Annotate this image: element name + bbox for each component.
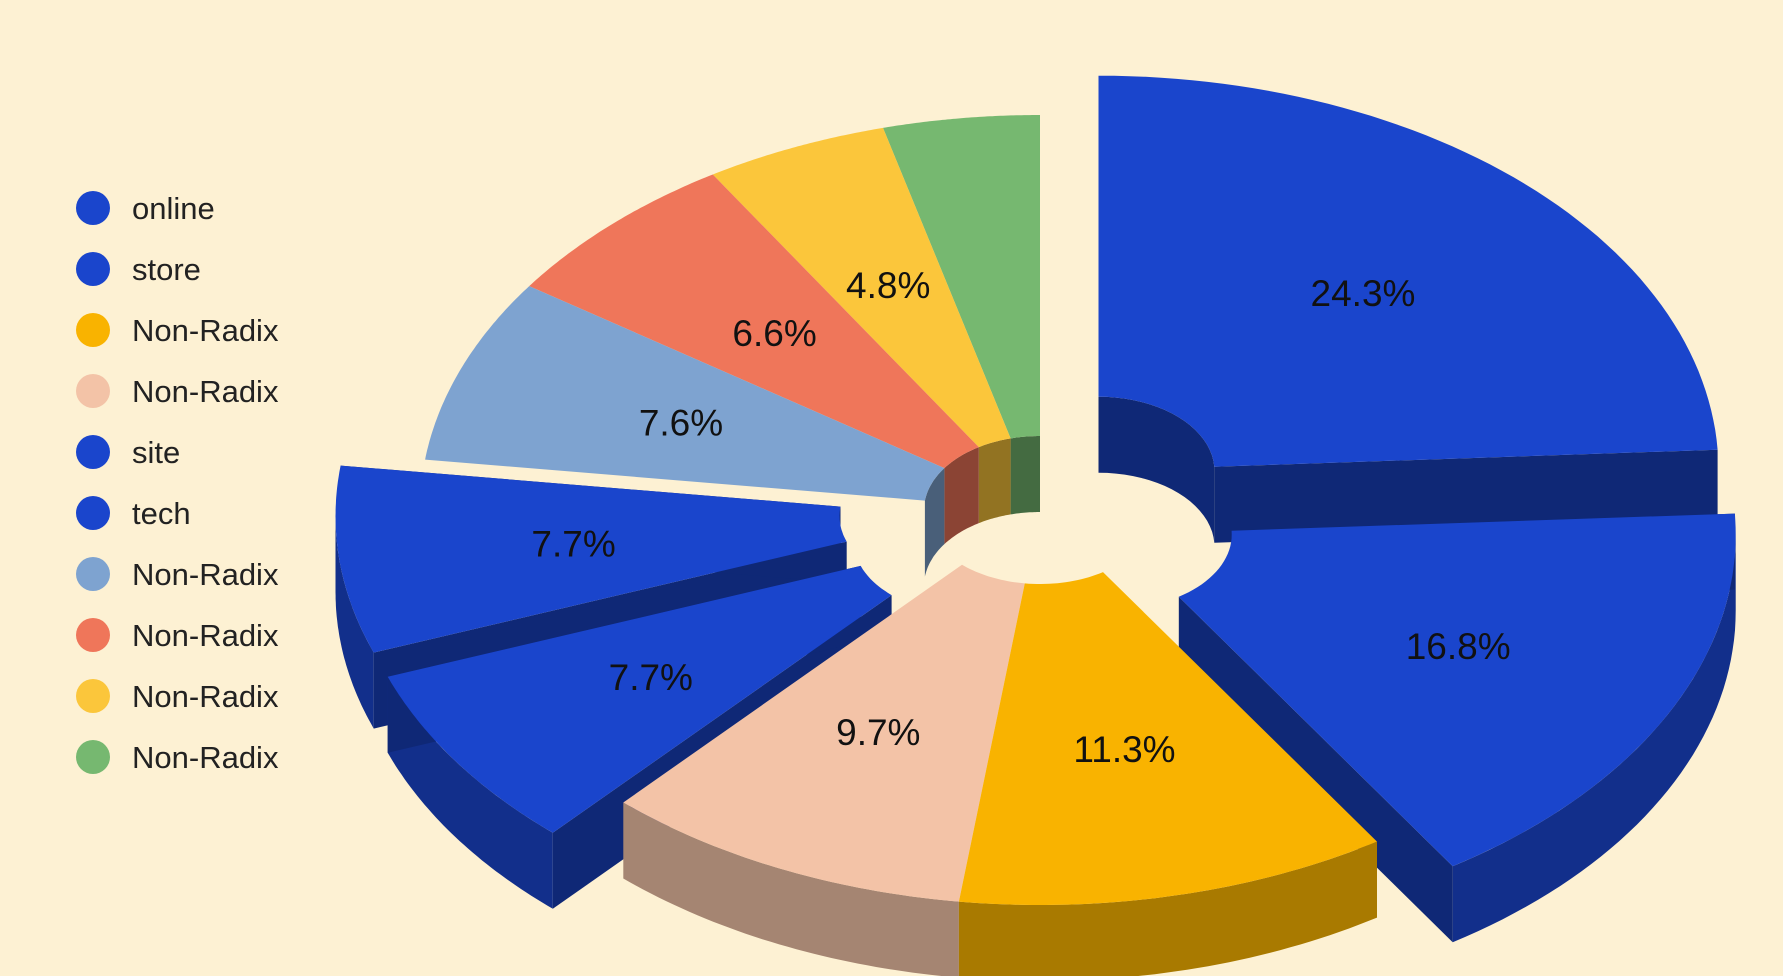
- legend-label: Non-Radix: [132, 679, 279, 714]
- pie-slice: [387, 565, 892, 833]
- legend-marker: [76, 618, 110, 652]
- legend-marker: [76, 191, 110, 225]
- legend-label: Non-Radix: [132, 618, 279, 653]
- pie-slice: [335, 465, 847, 653]
- slice-inner-wall: [944, 447, 979, 545]
- legend: online store Non-Radix Non-Radix site tech Non…: [76, 191, 279, 775]
- slice-outer-wall: [623, 802, 959, 976]
- slice-inner-wall: [1098, 396, 1215, 543]
- pie-slice: [712, 127, 1011, 448]
- legend-label: Non-Radix: [132, 557, 279, 592]
- slice-label: 4.8%: [846, 265, 930, 306]
- legend-marker: [76, 679, 110, 713]
- slice-labels: 24.3% 16.8% 11.3% 9.7% 7.7% 7.7% 7.6% 6.6% 4.8%: [531, 265, 1510, 770]
- legend-marker: [76, 435, 110, 469]
- pie-slice: [1178, 513, 1736, 867]
- legend-label: online: [132, 191, 215, 226]
- legend-label: store: [132, 252, 201, 287]
- legend-marker: [76, 740, 110, 774]
- slice-label: 7.7%: [531, 524, 615, 565]
- slice-label: 7.6%: [639, 403, 723, 444]
- slice-label: 24.3%: [1311, 273, 1416, 314]
- slice-inner-wall: [924, 468, 945, 577]
- slice-inner-wall: [978, 438, 1011, 524]
- pie-slice: [529, 174, 979, 469]
- legend-marker: [76, 313, 110, 347]
- slice-tops: [335, 75, 1736, 905]
- legend-label: tech: [132, 496, 191, 531]
- pie-slice: [425, 286, 945, 501]
- legend-marker: [76, 252, 110, 286]
- legend-label: Non-Radix: [132, 740, 279, 775]
- legend-marker: [76, 496, 110, 530]
- slice-label: 9.7%: [836, 712, 920, 753]
- slice-label: 6.6%: [732, 313, 816, 354]
- legend-marker: [76, 374, 110, 408]
- slice-inner-wall: [1010, 436, 1040, 515]
- legend-marker: [76, 557, 110, 591]
- pie-slice: [958, 572, 1377, 905]
- slice-label: 7.7%: [609, 657, 693, 698]
- legend-label: Non-Radix: [132, 313, 279, 348]
- slice-outer-wall: [958, 841, 1377, 976]
- pie-slice: [1098, 75, 1718, 467]
- slice-outer-wall: [1452, 534, 1736, 943]
- pie-slice: [623, 564, 1025, 902]
- slice-cut-face: [1178, 596, 1453, 943]
- legend-label: site: [132, 435, 180, 470]
- legend-label: Non-Radix: [132, 374, 279, 409]
- slice-label: 16.8%: [1406, 626, 1511, 667]
- slice-outer-wall: [335, 516, 374, 729]
- slice-label: 11.3%: [1073, 729, 1175, 770]
- pie-slice: [883, 115, 1040, 439]
